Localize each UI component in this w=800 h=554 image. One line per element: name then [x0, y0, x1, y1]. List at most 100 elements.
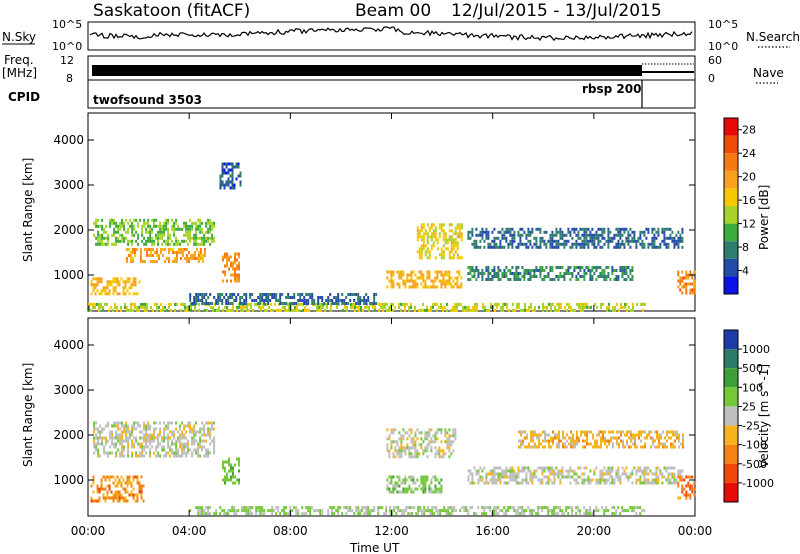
data-cell: [428, 229, 431, 233]
data-cell: [205, 448, 208, 452]
data-cell: [394, 440, 397, 444]
data-cell: [485, 233, 488, 237]
data-cell: [135, 436, 138, 440]
data-cell: [486, 308, 488, 312]
x-tick-label: 08:00: [273, 524, 308, 538]
data-cell: [542, 445, 544, 449]
data-cell: [526, 436, 528, 440]
data-cell: [414, 279, 417, 283]
data-cell: [507, 245, 510, 249]
data-cell: [110, 305, 112, 309]
data-cell: [118, 283, 121, 287]
data-cell: [434, 475, 437, 479]
data-cell: [557, 472, 560, 476]
data-cell: [120, 305, 122, 309]
data-cell: [511, 475, 514, 479]
data-cell: [171, 448, 174, 452]
data-cell: [519, 233, 522, 237]
data-cell: [165, 242, 168, 246]
data-cell: [386, 276, 389, 280]
data-cell: [426, 446, 429, 450]
data-cell: [121, 236, 124, 240]
data-cell: [136, 475, 139, 479]
data-cell: [114, 280, 117, 284]
data-cell: [135, 439, 138, 443]
data-cell: [577, 236, 580, 240]
data-cell: [143, 260, 146, 263]
data-cell: [191, 442, 194, 446]
data-cell: [673, 245, 676, 249]
data-cell: [385, 512, 388, 516]
data-cell: [505, 230, 508, 234]
data-cell: [412, 475, 415, 479]
data-cell: [402, 478, 405, 482]
data-cell: [629, 472, 632, 476]
data-cell: [621, 472, 624, 476]
data-cell: [143, 433, 146, 437]
data-cell: [553, 481, 556, 485]
data-cell: [351, 509, 354, 513]
data-cell: [558, 445, 560, 449]
data-cell: [390, 446, 393, 450]
data-cell: [656, 436, 658, 440]
data-cell: [230, 478, 232, 482]
data-cell: [529, 472, 532, 476]
data-cell: [167, 221, 170, 225]
data-cell: [424, 446, 427, 450]
data-cell: [297, 293, 300, 296]
data-cell: [174, 302, 176, 306]
data-cell: [680, 442, 682, 446]
data-cell: [193, 433, 196, 437]
data-cell: [661, 230, 664, 234]
data-cell: [671, 466, 674, 470]
data-cell: [685, 273, 688, 277]
data-cell: [643, 478, 646, 482]
data-cell: [416, 478, 419, 482]
data-cell: [123, 239, 126, 243]
data-cell: [531, 269, 534, 272]
data-cell: [619, 475, 622, 479]
data-cell: [495, 512, 498, 516]
data-cell: [162, 305, 164, 309]
data-cell: [175, 239, 178, 243]
data-cell: [169, 248, 172, 251]
data-cell: [534, 445, 536, 449]
data-cell: [458, 302, 460, 306]
data-cell: [601, 269, 604, 272]
data-cell: [525, 245, 528, 249]
data-cell: [347, 506, 350, 510]
data-cell: [410, 305, 412, 309]
data-cell: [420, 235, 423, 239]
data-cell: [167, 424, 170, 428]
data-cell: [603, 509, 606, 513]
data-cell: [407, 506, 410, 510]
data-cell: [207, 236, 210, 240]
data-cell: [231, 165, 234, 169]
data-cell: [106, 475, 109, 479]
data-cell: [100, 487, 103, 491]
data-cell: [359, 299, 362, 302]
data-cell: [167, 442, 170, 446]
data-cell: [521, 481, 524, 485]
data-cell: [452, 279, 455, 283]
data-cell: [221, 165, 224, 169]
data-cell: [127, 454, 130, 458]
data-cell: [446, 302, 448, 306]
data-cell: [361, 509, 364, 513]
data-cell: [207, 448, 210, 452]
data-cell: [578, 439, 580, 443]
data-cell: [613, 278, 616, 281]
data-cell: [608, 308, 610, 312]
data-cell: [629, 272, 632, 275]
data-cell: [388, 270, 391, 274]
data-cell: [171, 439, 174, 443]
data-cell: [589, 239, 592, 243]
data-cell: [157, 254, 160, 257]
data-cell: [440, 490, 443, 494]
data-cell: [635, 512, 638, 516]
data-cell: [535, 475, 538, 479]
colorbar-tick-label: 20: [742, 171, 756, 184]
data-cell: [585, 236, 588, 240]
data-cell: [379, 506, 382, 510]
